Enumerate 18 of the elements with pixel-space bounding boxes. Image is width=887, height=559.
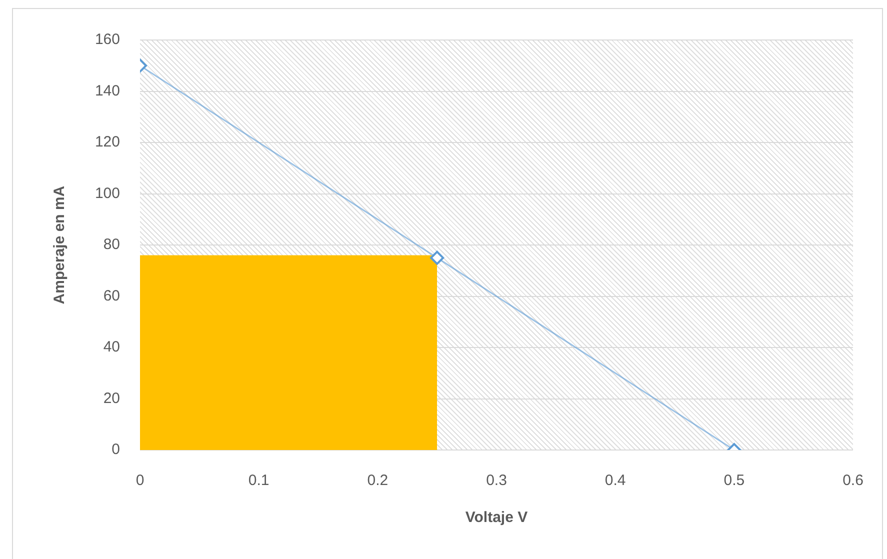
y-tick-label: 60 <box>103 287 120 304</box>
y-tick-label: 140 <box>94 82 120 100</box>
x-tick-label: 0 <box>136 472 144 490</box>
y-axis-title: Amperaje en mA <box>51 186 68 304</box>
y-tick-label: 160 <box>94 31 120 48</box>
x-tick-label: 0.5 <box>724 472 745 490</box>
x-tick-label: 0.1 <box>248 472 270 490</box>
x-tick-label: 0.6 <box>842 472 864 490</box>
y-tick-label: 20 <box>103 390 120 407</box>
x-axis-title: Voltaje V <box>465 509 528 526</box>
y-tick-label: 80 <box>103 236 120 254</box>
x-tick-label: 0.3 <box>486 472 507 490</box>
y-tick-label: 100 <box>94 184 120 202</box>
y-tick-label: 0 <box>112 441 120 458</box>
x-tick-label: 0.4 <box>604 472 626 490</box>
y-tick-label: 120 <box>94 134 120 151</box>
y-tick-label: 40 <box>103 338 120 356</box>
x-tick-label: 0.2 <box>367 472 388 490</box>
